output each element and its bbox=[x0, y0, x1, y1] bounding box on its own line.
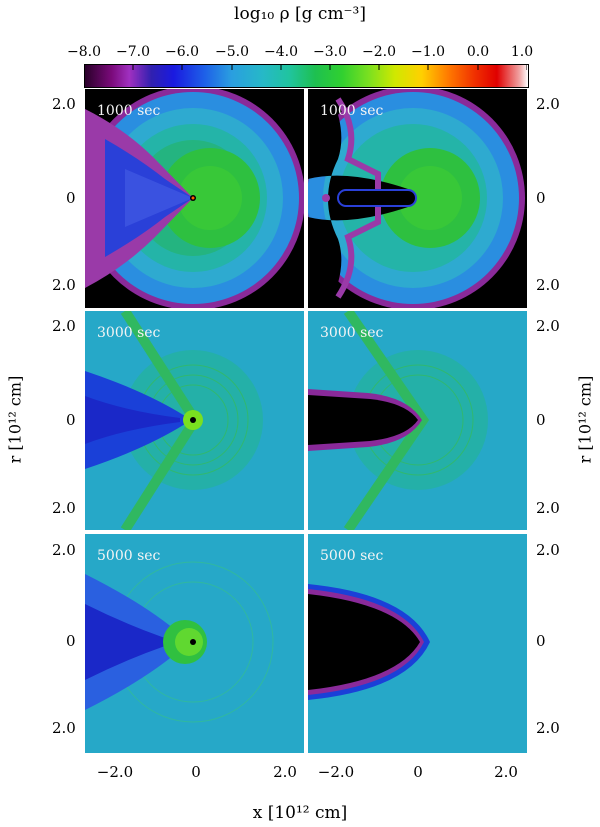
panel-divider-vertical bbox=[304, 89, 308, 753]
y-tick-right: 0 bbox=[536, 411, 546, 429]
time-label: 3000 sec bbox=[97, 325, 161, 341]
colorbar-tick: 0.0 bbox=[466, 44, 490, 60]
y-tick-right: 2.0 bbox=[536, 541, 560, 559]
time-label: 5000 sec bbox=[320, 548, 384, 564]
x-tick: 0 bbox=[413, 763, 423, 781]
y-tick-left: 0 bbox=[66, 632, 76, 650]
y-tick-right: 2.0 bbox=[536, 719, 560, 737]
density-panel-5000-right: 5000 sec bbox=[308, 534, 527, 753]
y-tick-right: 0 bbox=[536, 632, 546, 650]
panel-divider-horizontal bbox=[85, 530, 527, 534]
x-tick: 2.0 bbox=[273, 763, 297, 781]
colorbar-tickmarks bbox=[84, 64, 527, 70]
y-tick-right: 2.0 bbox=[536, 95, 560, 113]
colorbar-tick: −7.0 bbox=[116, 44, 150, 60]
y-tick-left: 2.0 bbox=[52, 541, 76, 559]
time-label: 5000 sec bbox=[97, 548, 161, 564]
colorbar-tick: −3.0 bbox=[313, 44, 347, 60]
x-tick: 0 bbox=[191, 763, 201, 781]
x-tick: −2.0 bbox=[317, 763, 355, 781]
colorbar-tick: −4.0 bbox=[264, 44, 298, 60]
y-tick-left: 2.0 bbox=[52, 499, 76, 517]
colorbar-tick: −8.0 bbox=[67, 44, 101, 60]
colorbar bbox=[84, 64, 529, 88]
colorbar-tick: −6.0 bbox=[165, 44, 199, 60]
y-tick-right: 0 bbox=[536, 189, 546, 207]
y-tick-left: 2.0 bbox=[52, 719, 76, 737]
y-tick-left: 2.0 bbox=[52, 95, 76, 113]
y-tick-right: 2.0 bbox=[536, 317, 560, 335]
colorbar-tick: −1.0 bbox=[411, 44, 445, 60]
y-tick-left: 0 bbox=[66, 411, 76, 429]
time-label: 1000 sec bbox=[320, 103, 384, 119]
x-axis-label: x [10¹² cm] bbox=[252, 803, 348, 823]
x-tick: −2.0 bbox=[96, 763, 134, 781]
colorbar-tick: 1.0 bbox=[510, 44, 534, 60]
density-panel-5000-left: 5000 sec bbox=[85, 534, 304, 753]
y-axis-label-right: r [10¹² cm] bbox=[575, 375, 595, 464]
colorbar-tick: −5.0 bbox=[215, 44, 249, 60]
colorbar-title: log₁₀ ρ [g cm⁻³] bbox=[234, 4, 366, 24]
panel-divider-horizontal bbox=[85, 308, 527, 311]
density-panel-1000-right: 1000 sec bbox=[308, 89, 527, 308]
time-label: 3000 sec bbox=[320, 325, 384, 341]
y-tick-left: 0 bbox=[66, 189, 76, 207]
x-tick: 2.0 bbox=[494, 763, 518, 781]
density-panel-3000-right: 3000 sec bbox=[308, 311, 527, 530]
y-axis-label-left: r [10¹² cm] bbox=[5, 375, 25, 464]
density-panel-3000-left: 3000 sec bbox=[85, 311, 304, 530]
time-label: 1000 sec bbox=[97, 103, 161, 119]
colorbar-tick: −2.0 bbox=[362, 44, 396, 60]
y-tick-right: 2.0 bbox=[536, 499, 560, 517]
y-tick-left: 2.0 bbox=[52, 276, 76, 294]
y-tick-left: 2.0 bbox=[52, 317, 76, 335]
density-panel-1000-left: 1000 sec bbox=[85, 89, 304, 308]
y-tick-right: 2.0 bbox=[536, 276, 560, 294]
